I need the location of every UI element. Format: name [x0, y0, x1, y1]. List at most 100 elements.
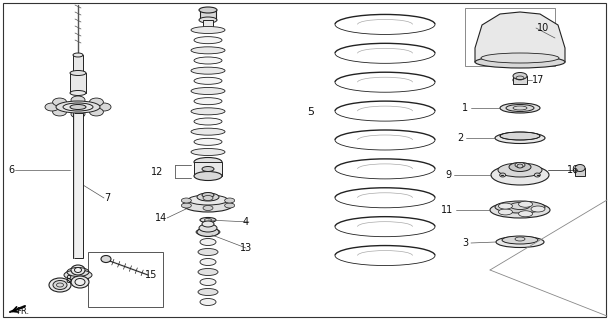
Polygon shape [475, 12, 565, 62]
Ellipse shape [181, 198, 191, 203]
Bar [194, 162, 222, 176]
Bar [203, 20, 213, 30]
Ellipse shape [194, 157, 222, 166]
Ellipse shape [502, 236, 538, 244]
Ellipse shape [203, 28, 213, 32]
Ellipse shape [45, 103, 59, 111]
Ellipse shape [203, 196, 213, 201]
Ellipse shape [90, 98, 104, 106]
Ellipse shape [73, 53, 83, 57]
Ellipse shape [225, 198, 234, 203]
Ellipse shape [202, 221, 214, 227]
Ellipse shape [52, 108, 66, 116]
Ellipse shape [194, 118, 222, 125]
Ellipse shape [97, 103, 111, 111]
Ellipse shape [197, 193, 219, 201]
Bar [200, 10, 216, 20]
Ellipse shape [531, 206, 545, 212]
Ellipse shape [513, 73, 527, 79]
Text: 11: 11 [441, 205, 453, 215]
Text: 14: 14 [155, 213, 167, 223]
Ellipse shape [513, 76, 527, 84]
Ellipse shape [199, 224, 217, 232]
Text: 4: 4 [243, 217, 249, 227]
Ellipse shape [498, 203, 512, 209]
Ellipse shape [53, 281, 67, 290]
Ellipse shape [194, 57, 222, 64]
Ellipse shape [90, 108, 104, 116]
Bar [465, 8, 555, 66]
Text: 7: 7 [104, 193, 110, 203]
Bar [73, 113, 83, 258]
Ellipse shape [71, 110, 85, 118]
Ellipse shape [490, 202, 550, 218]
Ellipse shape [52, 98, 66, 106]
Ellipse shape [200, 218, 216, 222]
Ellipse shape [70, 105, 86, 109]
Text: 3: 3 [462, 238, 468, 248]
Ellipse shape [75, 278, 85, 285]
Ellipse shape [70, 70, 86, 76]
Ellipse shape [491, 165, 549, 185]
Ellipse shape [191, 27, 225, 34]
Ellipse shape [506, 105, 534, 111]
Ellipse shape [64, 270, 92, 280]
Ellipse shape [183, 198, 233, 212]
Ellipse shape [191, 47, 225, 54]
Bar [88, 252, 163, 307]
Ellipse shape [191, 108, 225, 115]
Ellipse shape [70, 91, 86, 95]
Text: 10: 10 [537, 23, 549, 33]
Ellipse shape [198, 268, 218, 276]
Ellipse shape [199, 17, 217, 23]
Ellipse shape [200, 238, 216, 245]
Ellipse shape [518, 201, 532, 207]
Ellipse shape [101, 255, 111, 262]
Ellipse shape [498, 163, 542, 177]
Ellipse shape [49, 278, 71, 292]
Ellipse shape [575, 164, 585, 172]
Text: 2: 2 [457, 133, 463, 143]
Ellipse shape [495, 132, 545, 143]
Ellipse shape [510, 203, 530, 210]
Text: 8: 8 [65, 275, 71, 285]
Ellipse shape [56, 101, 100, 113]
Ellipse shape [197, 228, 219, 236]
Ellipse shape [518, 211, 532, 217]
Ellipse shape [194, 138, 222, 145]
Text: 15: 15 [145, 270, 157, 280]
Ellipse shape [191, 128, 225, 135]
Ellipse shape [498, 209, 512, 215]
Ellipse shape [496, 236, 544, 247]
Text: 13: 13 [240, 243, 252, 253]
Ellipse shape [515, 163, 525, 167]
Ellipse shape [500, 132, 540, 140]
Ellipse shape [202, 193, 214, 197]
Ellipse shape [73, 71, 83, 75]
Ellipse shape [202, 166, 214, 172]
Bar [513, 76, 527, 84]
Ellipse shape [475, 56, 565, 68]
Ellipse shape [198, 249, 218, 255]
Ellipse shape [74, 268, 82, 273]
Ellipse shape [499, 173, 505, 177]
Ellipse shape [500, 103, 540, 113]
Ellipse shape [509, 163, 531, 172]
Ellipse shape [194, 98, 222, 105]
Ellipse shape [200, 259, 216, 266]
Ellipse shape [534, 173, 540, 177]
Ellipse shape [191, 87, 225, 94]
Ellipse shape [198, 289, 218, 295]
Text: 1: 1 [462, 103, 468, 113]
Ellipse shape [71, 96, 85, 104]
Text: 12: 12 [150, 167, 163, 177]
Ellipse shape [200, 278, 216, 285]
Text: 16: 16 [567, 165, 579, 175]
Ellipse shape [225, 203, 234, 208]
Text: 5: 5 [307, 107, 314, 117]
Ellipse shape [191, 67, 225, 74]
Text: FR.: FR. [16, 308, 29, 316]
Text: 9: 9 [445, 170, 451, 180]
Text: 17: 17 [532, 75, 544, 85]
Bar [70, 73, 86, 93]
